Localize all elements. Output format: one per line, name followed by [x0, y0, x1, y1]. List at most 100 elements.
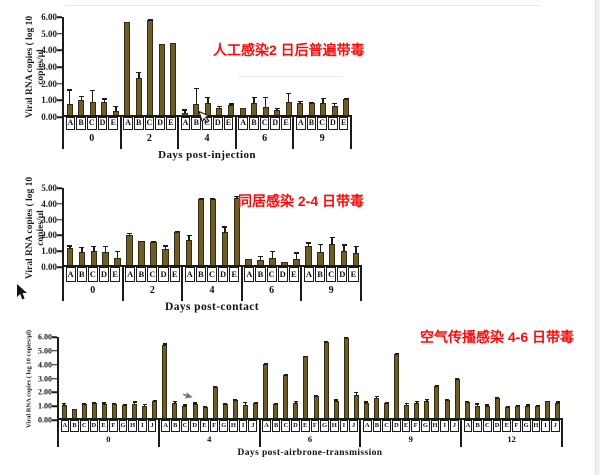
- error-bar: [364, 401, 369, 405]
- plot-area: 6.00 5.00 4.00 3.00 2.00 1.00 0.00: [38, 333, 563, 425]
- bar-B-day-9: [308, 102, 315, 115]
- subject-letter-cell: D: [212, 117, 223, 130]
- subject-letter-cell: A: [238, 117, 248, 130]
- day-group-label: 0: [89, 133, 95, 144]
- error-bar: [505, 405, 510, 409]
- bar-slot: [361, 337, 371, 418]
- bar-E-day-12: [505, 406, 511, 418]
- y-tick-label: 5.00: [41, 28, 57, 39]
- subject-letter-cell: H: [229, 420, 238, 432]
- subject-letter-cell: D: [492, 420, 502, 432]
- bar-slot: [64, 17, 76, 115]
- bar-D-day-9: [394, 353, 400, 418]
- subject-letter-cell: C: [180, 420, 190, 432]
- bar-E-day-0: [114, 257, 121, 265]
- bar-slot: [210, 337, 220, 418]
- bar-group-day-0: [64, 188, 124, 265]
- error-bar: [103, 246, 109, 253]
- error-bar: [216, 105, 222, 109]
- subject-letter-cell: E: [502, 420, 512, 432]
- bar-J-day-12: [555, 402, 561, 418]
- bar-slot: [100, 188, 112, 265]
- bar-slot: [202, 17, 214, 115]
- bar-C-day-6: [283, 375, 289, 418]
- subject-letter-cell: A: [60, 420, 70, 432]
- y-tick-label: 4.00: [41, 198, 57, 209]
- error-bar: [465, 400, 470, 404]
- y-tick-label: 1.00: [38, 401, 52, 411]
- bar-slot: [200, 337, 210, 418]
- subject-letter-cell: E: [169, 267, 180, 282]
- error-bar: [162, 245, 168, 251]
- x-axis-title: Days post-contact: [165, 301, 259, 313]
- bar-slot: [503, 337, 513, 418]
- error-bar: [286, 92, 292, 103]
- bar-B-day-12: [474, 406, 480, 418]
- day-group-label: 4: [204, 133, 210, 144]
- error-bar: [334, 399, 339, 403]
- subject-letter-cell: B: [306, 117, 317, 130]
- subject-letter-cell: D: [155, 117, 165, 130]
- bar-D-day-9: [331, 105, 338, 115]
- bar-D-day-0: [91, 403, 97, 418]
- bar-slot: [99, 17, 111, 115]
- subject-letter-cell: C: [266, 267, 277, 282]
- bar-B-day-6: [273, 404, 279, 418]
- y-tick-mark: [52, 336, 57, 338]
- bar-C-day-2: [147, 20, 154, 115]
- bar-slot: [267, 188, 279, 265]
- error-bar: [293, 252, 299, 261]
- error-bar: [455, 377, 460, 380]
- subject-letter-cell: J: [248, 420, 258, 432]
- error-bar: [205, 96, 211, 104]
- error-bar: [92, 402, 97, 406]
- bar-slot: [382, 337, 392, 418]
- subject-letter-cell: A: [362, 420, 372, 432]
- annotation-artificial-infection: 人工感染2 日后普遍带毒: [213, 42, 365, 58]
- bar-A-day-0: [66, 247, 74, 265]
- subject-letter-cell: A: [65, 267, 76, 282]
- subject-letter-cell: I: [541, 420, 550, 432]
- bar-A-day-4: [185, 239, 193, 265]
- bar-slot: [89, 337, 99, 418]
- y-tick-label: 6.00: [38, 332, 52, 342]
- subject-letter-cell: E: [223, 117, 234, 130]
- day-group-label: 12: [507, 434, 516, 444]
- y-axis-label-line: Viral RNA copies ( log 10 copies/µl): [25, 329, 33, 429]
- bar-slot: [76, 17, 88, 115]
- error-bar: [79, 246, 85, 253]
- y-tick-label: 2.00: [41, 230, 57, 241]
- error-bar: [67, 89, 73, 106]
- error-bar: [162, 343, 167, 347]
- subject-letter-cell: D: [391, 420, 401, 432]
- bar-F-day-9: [414, 402, 420, 418]
- day-group-label: 6: [307, 434, 313, 444]
- y-tick-mark: [57, 234, 62, 237]
- subject-letter-cell: I: [138, 420, 147, 432]
- bar-slot: [261, 337, 271, 418]
- x-group-day-12: A B C D E F G H I J 12: [460, 420, 561, 447]
- bar-slot: [219, 188, 231, 265]
- error-bar: [102, 402, 107, 406]
- day-group-label: 2: [149, 285, 155, 296]
- bar-slot: [171, 188, 183, 265]
- bar-slot: [179, 17, 191, 115]
- subject-letter-cell: E: [281, 117, 291, 130]
- bar-G-day-4: [222, 404, 228, 418]
- bar-slot: [350, 188, 362, 265]
- subject-letter-cell: E: [288, 267, 299, 282]
- y-tick-mark: [52, 377, 57, 380]
- bar-slot: [321, 337, 331, 418]
- day-group-label: 9: [408, 434, 413, 444]
- error-bar: [113, 105, 119, 112]
- error-bar: [142, 403, 147, 407]
- bar-I-day-9: [444, 400, 450, 418]
- bar-slot: [513, 337, 523, 418]
- bar-slot: [150, 337, 160, 418]
- bar-B-day-0: [71, 409, 77, 418]
- bar-slot: [338, 188, 350, 265]
- bar-slot: [220, 337, 230, 418]
- error-bar: [172, 400, 177, 404]
